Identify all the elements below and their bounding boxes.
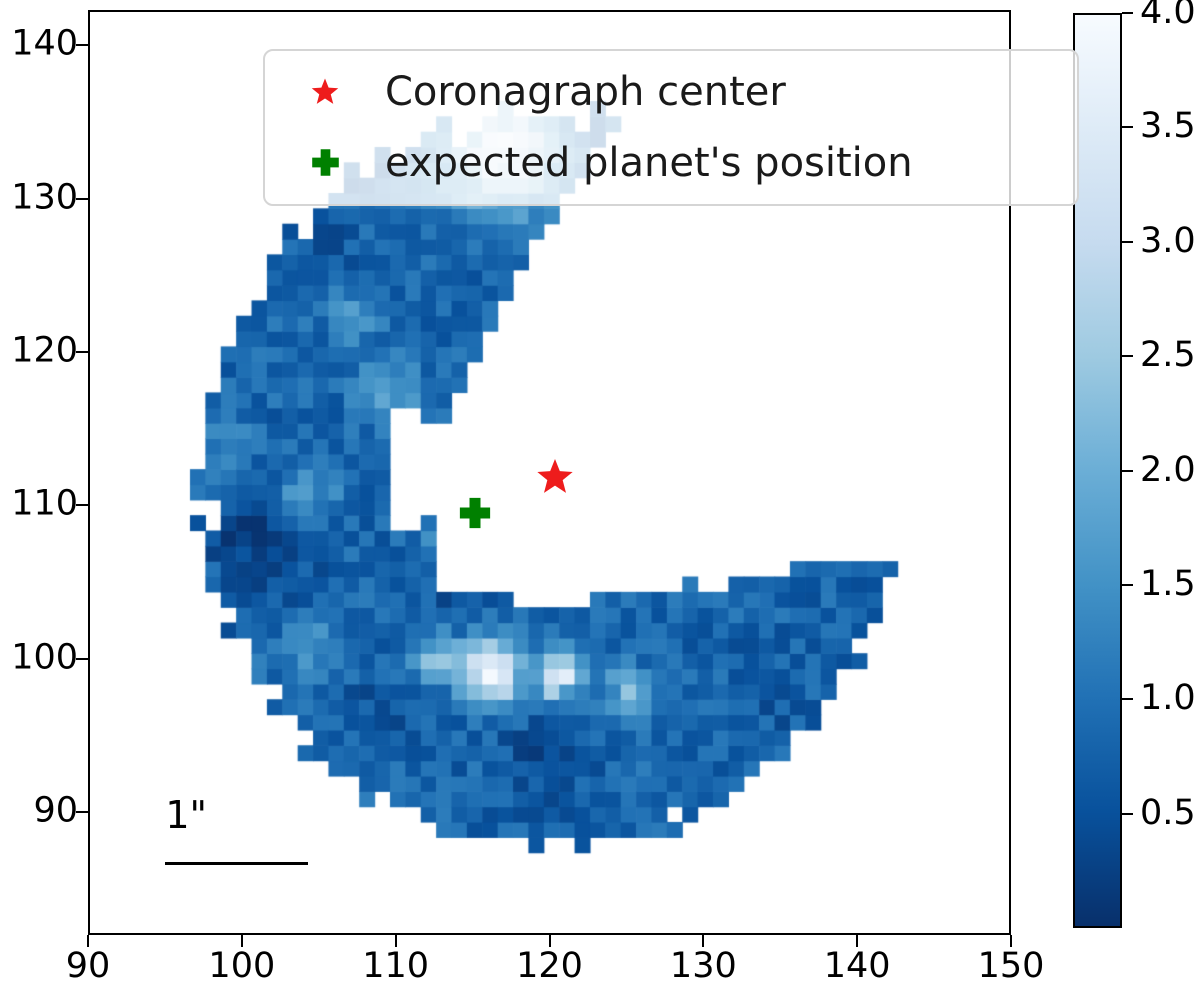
- legend-label-expected-planet: expected planet's position: [385, 139, 913, 186]
- colorbar-tick-mark: [1122, 355, 1133, 358]
- colorbar-tick-label: 2.0: [1140, 449, 1196, 490]
- x-tick-label: 130: [669, 946, 737, 986]
- scalebar-line: [165, 861, 309, 865]
- y-tick-label: 130: [11, 177, 78, 218]
- legend-star-icon: [265, 77, 385, 107]
- x-tick-label: 110: [362, 946, 430, 986]
- colorbar-tick-mark: [1122, 812, 1133, 815]
- x-tick-mark: [394, 935, 397, 947]
- colorbar-tick-label: 4.0: [1140, 0, 1196, 33]
- colorbar-tick-mark: [1122, 12, 1133, 14]
- colorbar-tick-label: 0.5: [1140, 792, 1196, 833]
- colorbar-tick-label: 2.5: [1140, 335, 1196, 376]
- x-tick-mark: [240, 935, 243, 947]
- legend-plus-icon: [265, 148, 385, 177]
- legend-item-coronagraph-center: Coronagraph center: [265, 60, 1077, 124]
- y-tick-mark: [76, 811, 88, 814]
- plot-area: 1" Coronagraph center expected planet's …: [88, 10, 1079, 937]
- x-tick-mark: [87, 935, 89, 947]
- x-tick-label: 140: [823, 946, 891, 986]
- y-tick-label: 120: [11, 330, 78, 371]
- colorbar-tick-mark: [1122, 240, 1133, 243]
- x-tick-label: 100: [208, 946, 276, 986]
- x-tick-mark: [702, 935, 705, 947]
- colorbar-tick-label: 3.0: [1140, 220, 1196, 261]
- y-tick-label: 100: [11, 637, 78, 678]
- colorbar-tick-mark: [1122, 469, 1133, 472]
- y-tick-mark: [76, 197, 88, 200]
- colorbar-tick-mark: [1122, 583, 1133, 586]
- legend-item-expected-planet: expected planet's position: [265, 131, 1077, 195]
- y-tick-label: 90: [33, 790, 78, 831]
- y-tick-label: 140: [11, 23, 78, 64]
- y-tick-mark: [76, 657, 88, 660]
- colorbar: [1073, 13, 1122, 928]
- x-tick-label: 90: [65, 946, 111, 986]
- expected-planet-plus-icon: [459, 497, 490, 528]
- legend-label-coronagraph-center: Coronagraph center: [385, 69, 786, 116]
- y-tick-label: 110: [11, 483, 78, 524]
- x-tick-mark: [856, 935, 859, 947]
- colorbar-tick-label: 3.5: [1140, 106, 1196, 147]
- colorbar-tick-mark: [1122, 698, 1133, 701]
- colorbar-tick-label: 1.0: [1140, 678, 1196, 719]
- colorbar-tick-mark: [1122, 126, 1133, 129]
- x-tick-label: 120: [516, 946, 583, 986]
- y-tick-mark: [76, 44, 88, 47]
- x-tick-label: 150: [977, 946, 1045, 986]
- y-tick-mark: [76, 504, 88, 507]
- x-tick-mark: [548, 935, 551, 947]
- coronagraph-center-star-icon: [537, 458, 574, 493]
- y-tick-mark: [76, 351, 88, 354]
- legend: Coronagraph center expected planet's pos…: [263, 49, 1079, 206]
- scalebar-label: 1": [165, 792, 208, 837]
- x-tick-mark: [1010, 935, 1012, 947]
- colorbar-tick-label: 1.5: [1140, 564, 1196, 605]
